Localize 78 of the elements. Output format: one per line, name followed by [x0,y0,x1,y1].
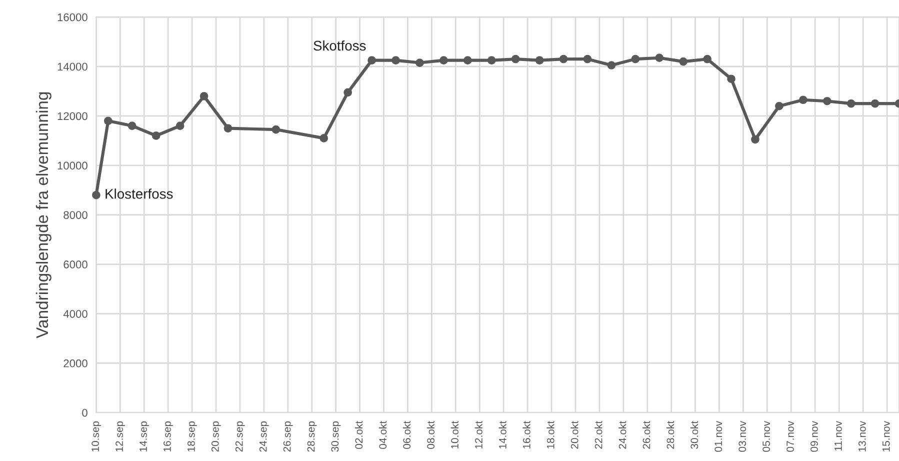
x-tick-label: 10.sep [92,421,102,452]
point [775,102,784,110]
annotation: Klosterfoss [106,188,173,199]
point [463,56,472,64]
point [487,56,496,64]
x-tick-label: 05.nov [762,420,770,452]
point [798,96,808,104]
point [104,116,112,126]
x-tick-label: 14.okt [498,421,506,449]
x-tick-label: 20.sep [211,421,221,452]
point [320,134,328,142]
point [368,56,376,64]
y-tick-label: 8000 [64,211,88,219]
x-tick-label: 28.sep [307,421,317,452]
point [607,61,616,70]
point [727,74,736,84]
x-tick-label: 02.okt [354,421,363,449]
x-tick-label: 26.okt [642,421,650,449]
point [655,54,664,62]
x-tick-label: 15.nov [882,420,890,452]
y-tick-label: 0 [82,408,88,417]
x-tick-label: 18.sep [187,421,197,452]
x-tick-label: 22.okt [594,421,602,449]
x-tick-label: 10.okt [450,421,458,449]
point [92,190,100,200]
point [440,56,448,64]
x-tick-label: 11.nov [834,420,842,451]
point [416,58,424,67]
x-tick-label: 28.okt [666,421,674,449]
x-tick-label: 30.okt [690,421,698,449]
y-tick-label: 16000 [58,13,88,22]
point [751,135,760,144]
point [559,54,568,64]
y-tick-label: 6000 [64,260,88,268]
point [822,96,832,106]
x-tick-label: 22.sep [235,421,245,452]
point [272,125,280,134]
x-tick-label: 03.nov [738,420,746,452]
y-tick-label: 10000 [58,162,88,170]
x-tick-label: 12.sep [116,421,126,452]
y-tick-label: 12000 [58,112,88,120]
x-tick-label: 18.okt [546,421,554,449]
x-tick-label: 12.okt [474,421,482,449]
x-tick-label: 06.okt [402,421,411,449]
x-tick-label: 16.okt [522,421,530,449]
point [511,54,520,64]
x-tick-label: 09.nov [810,420,818,452]
x-tick-label: 01.nov [714,420,722,452]
point [846,99,856,108]
point [870,99,880,108]
x-tick-label: 16.sep [164,421,173,452]
point [535,56,544,64]
point [392,56,400,64]
x-tick-label: 13.nov [858,420,866,452]
point [224,124,232,132]
point [176,122,184,130]
point [344,88,352,97]
x-tick-label: 08.okt [426,421,434,449]
point [128,122,136,130]
y-tick-label: 4000 [63,310,88,318]
point [200,92,208,100]
point [152,132,160,140]
annotation: Skotfoss [314,40,366,51]
x-tick-label: 24.sep [259,421,269,452]
x-tick-label: 14.sep [140,421,149,452]
point [583,54,592,64]
x-tick-label: 20.okt [570,421,578,449]
x-tick-label: 24.okt [618,421,626,449]
point [679,57,688,66]
y-axis-title: Vandringslengde fra elvemunning [36,92,52,338]
x-tick-label: 26.sep [283,421,293,452]
x-tick-label: 07.nov [786,420,794,452]
y-tick-label: 2000 [64,359,88,368]
point [631,54,640,64]
point [703,54,712,64]
y-tick-label: 14000 [58,62,88,71]
x-tick-label: 04.okt [378,421,387,449]
x-tick-label: 30.sep [331,421,341,452]
